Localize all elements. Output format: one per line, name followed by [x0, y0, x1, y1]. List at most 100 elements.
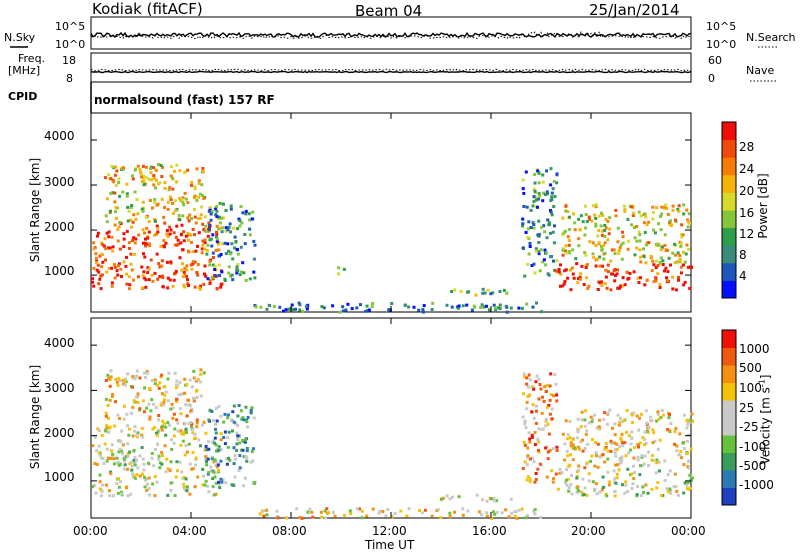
power-cell — [188, 213, 192, 217]
velocity-cell — [617, 423, 621, 427]
nave-label: Nave — [746, 64, 775, 77]
power-cell — [617, 252, 621, 256]
power-cell — [632, 211, 636, 215]
velocity-cell — [245, 446, 249, 450]
power-cell — [94, 252, 98, 256]
power-cell — [561, 216, 565, 220]
power-cell — [346, 302, 350, 306]
power-cell — [162, 215, 166, 219]
power-cell — [108, 246, 112, 250]
velocity-cell — [617, 468, 621, 472]
velocity-cell — [604, 442, 608, 445]
velocity-cell — [98, 429, 101, 433]
power-cell — [209, 205, 213, 209]
velocity-cell — [575, 436, 579, 440]
velocity-cell — [222, 420, 226, 424]
power-cell — [505, 291, 509, 295]
power-cell — [680, 223, 684, 227]
velocity-cell — [650, 419, 654, 423]
power-cell — [183, 171, 186, 175]
power-cell — [101, 260, 105, 264]
velocity-cell — [527, 373, 531, 377]
velocity-cell — [205, 460, 208, 464]
velocity-cell — [246, 425, 250, 429]
power-cell — [111, 249, 115, 253]
velocity-cell — [642, 491, 646, 494]
velocity-cell — [196, 378, 200, 381]
power-cell — [597, 214, 601, 218]
velocity-cell — [528, 480, 532, 484]
velocity-cell — [556, 487, 560, 491]
velocity-cell — [358, 507, 361, 511]
velocity-cell — [123, 463, 127, 467]
power-cell — [229, 230, 233, 234]
velocity-cell — [690, 412, 694, 416]
velocity-cell — [587, 472, 591, 476]
power-cell — [195, 198, 199, 202]
velocity-cbar-tick-neg500: -500 — [739, 459, 767, 473]
power-cell — [139, 171, 143, 175]
velocity-cell — [393, 512, 397, 515]
power-cell — [177, 214, 181, 217]
power-cell — [492, 303, 496, 307]
velocity-cell — [668, 413, 671, 416]
power-cell — [552, 241, 556, 245]
power-cell — [191, 250, 195, 254]
power-cell — [663, 205, 667, 209]
velocity-cell — [525, 382, 529, 386]
velocity-cell — [190, 422, 194, 426]
power-cell — [291, 308, 295, 312]
power-cell — [179, 241, 183, 245]
velocity-cell — [545, 383, 549, 387]
power-cell — [169, 174, 173, 178]
power-cell — [168, 225, 172, 229]
velocity-cell — [95, 449, 99, 453]
power-cell — [580, 264, 584, 268]
velocity-cell — [633, 446, 637, 450]
velocity-cell — [531, 456, 534, 460]
velocity-cell — [209, 465, 213, 469]
velocity-cell — [204, 444, 208, 448]
velocity-cell — [213, 441, 217, 445]
power-cell — [621, 276, 625, 280]
power-cell — [134, 217, 138, 221]
velocity-cell — [182, 432, 185, 436]
velocity-cell — [159, 375, 163, 379]
power-cell — [609, 288, 613, 292]
power-cell — [202, 282, 206, 286]
power-cell — [578, 275, 582, 279]
velocity-cell — [538, 383, 542, 386]
velocity-cell — [568, 419, 572, 423]
power-cell — [688, 286, 692, 290]
velocity-cell — [183, 486, 186, 490]
velocity-cell — [522, 392, 525, 396]
velocity-cell — [226, 416, 230, 420]
power-cell — [537, 252, 541, 256]
velocity-cell — [418, 509, 421, 512]
power-cell — [190, 267, 194, 271]
power-cell — [651, 205, 655, 209]
power-cell — [227, 249, 231, 253]
velocity-cell — [675, 444, 679, 448]
velocity-cell — [575, 476, 579, 480]
power-cell — [234, 240, 238, 243]
velocity-cell — [689, 420, 693, 424]
power-cell — [253, 276, 257, 280]
velocity-cell — [495, 510, 499, 514]
velocity-cell — [641, 436, 645, 440]
velocity-cell — [180, 432, 183, 435]
power-cell — [144, 176, 148, 180]
power-cell — [533, 189, 537, 193]
velocity-cell — [130, 464, 134, 468]
velocity-cell — [105, 447, 109, 451]
power-cell — [421, 310, 425, 314]
power-cell — [531, 305, 535, 309]
velocity-cell — [558, 467, 562, 471]
power-cell — [129, 206, 133, 209]
power-cell — [198, 216, 202, 220]
velocity-cell — [687, 466, 691, 470]
velocity-cell — [665, 487, 669, 491]
power-cell — [456, 306, 460, 310]
velocity-cell — [644, 409, 648, 413]
power-cell — [583, 251, 587, 254]
